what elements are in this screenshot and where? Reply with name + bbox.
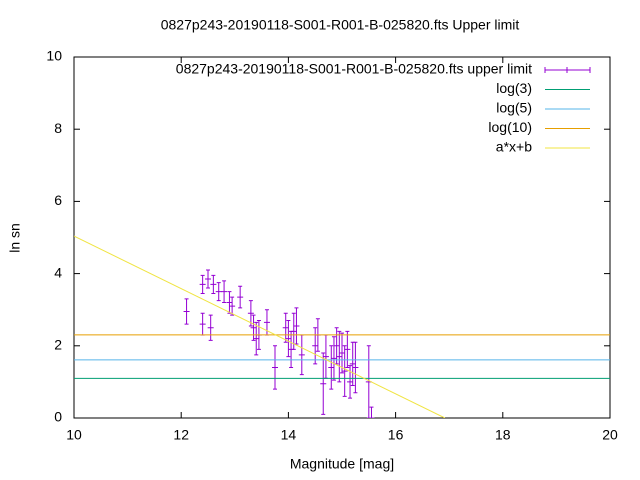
error-bar — [328, 345, 335, 390]
x-tick-label: 16 — [388, 427, 404, 443]
y-tick-label: 4 — [54, 264, 62, 280]
error-bar — [298, 334, 305, 376]
error-bar — [312, 327, 319, 365]
chart-title: 0827p243-20190118-S001-R001-B-025820.fts… — [161, 17, 520, 33]
error-bar — [333, 327, 340, 365]
error-bar — [272, 345, 278, 390]
error-bar — [247, 300, 254, 327]
legend-label: log(10) — [488, 119, 532, 135]
y-tick-label: 6 — [54, 192, 62, 208]
error-bar — [229, 296, 236, 316]
function-line — [74, 235, 446, 418]
legend-label: log(5) — [496, 100, 532, 116]
error-bar — [352, 341, 359, 394]
error-bar — [221, 280, 228, 303]
error-bar — [282, 312, 289, 343]
error-bar — [344, 330, 351, 368]
y-tick-label: 8 — [54, 120, 62, 136]
error-bar — [290, 312, 297, 350]
x-tick-label: 18 — [495, 427, 511, 443]
x-tick-label: 10 — [66, 427, 82, 443]
error-bar — [320, 352, 327, 415]
error-bar — [341, 345, 348, 397]
error-bar — [339, 332, 345, 374]
error-bar — [210, 274, 217, 294]
error-bar — [237, 285, 244, 309]
legend-label: 0827p243-20190118-S001-R001-B-025820.fts… — [176, 61, 532, 77]
legend-key — [544, 67, 591, 73]
error-bar — [347, 365, 354, 399]
error-bar — [183, 298, 190, 325]
error-bar — [365, 345, 372, 418]
x-tick-label: 12 — [173, 427, 189, 443]
error-bar — [253, 321, 260, 356]
error-bar — [293, 307, 300, 345]
error-bar — [288, 330, 295, 368]
error-bar — [205, 269, 211, 289]
x-axis-label: Magnitude [mag] — [290, 456, 394, 472]
y-axis-label: ln sn — [7, 223, 23, 253]
error-bar — [336, 330, 343, 383]
error-bar — [207, 314, 214, 341]
legend-label: log(3) — [496, 80, 532, 96]
error-bar — [322, 334, 329, 379]
error-bar — [330, 336, 337, 381]
x-tick-label: 14 — [281, 427, 297, 443]
error-bar — [199, 274, 206, 294]
error-bar — [250, 314, 257, 341]
x-tick-label: 20 — [602, 427, 618, 443]
y-tick-label: 10 — [46, 48, 62, 64]
plot-border — [73, 56, 611, 419]
plot-area — [74, 235, 610, 418]
error-bar — [285, 320, 292, 358]
y-tick-label: 2 — [54, 337, 62, 353]
error-bar — [226, 291, 233, 314]
error-bar — [368, 406, 375, 418]
error-bar — [349, 341, 356, 387]
legend-label: a*x+b — [496, 139, 532, 155]
error-bar — [199, 312, 206, 336]
error-bar — [215, 282, 222, 302]
y-tick-label: 0 — [54, 409, 62, 425]
